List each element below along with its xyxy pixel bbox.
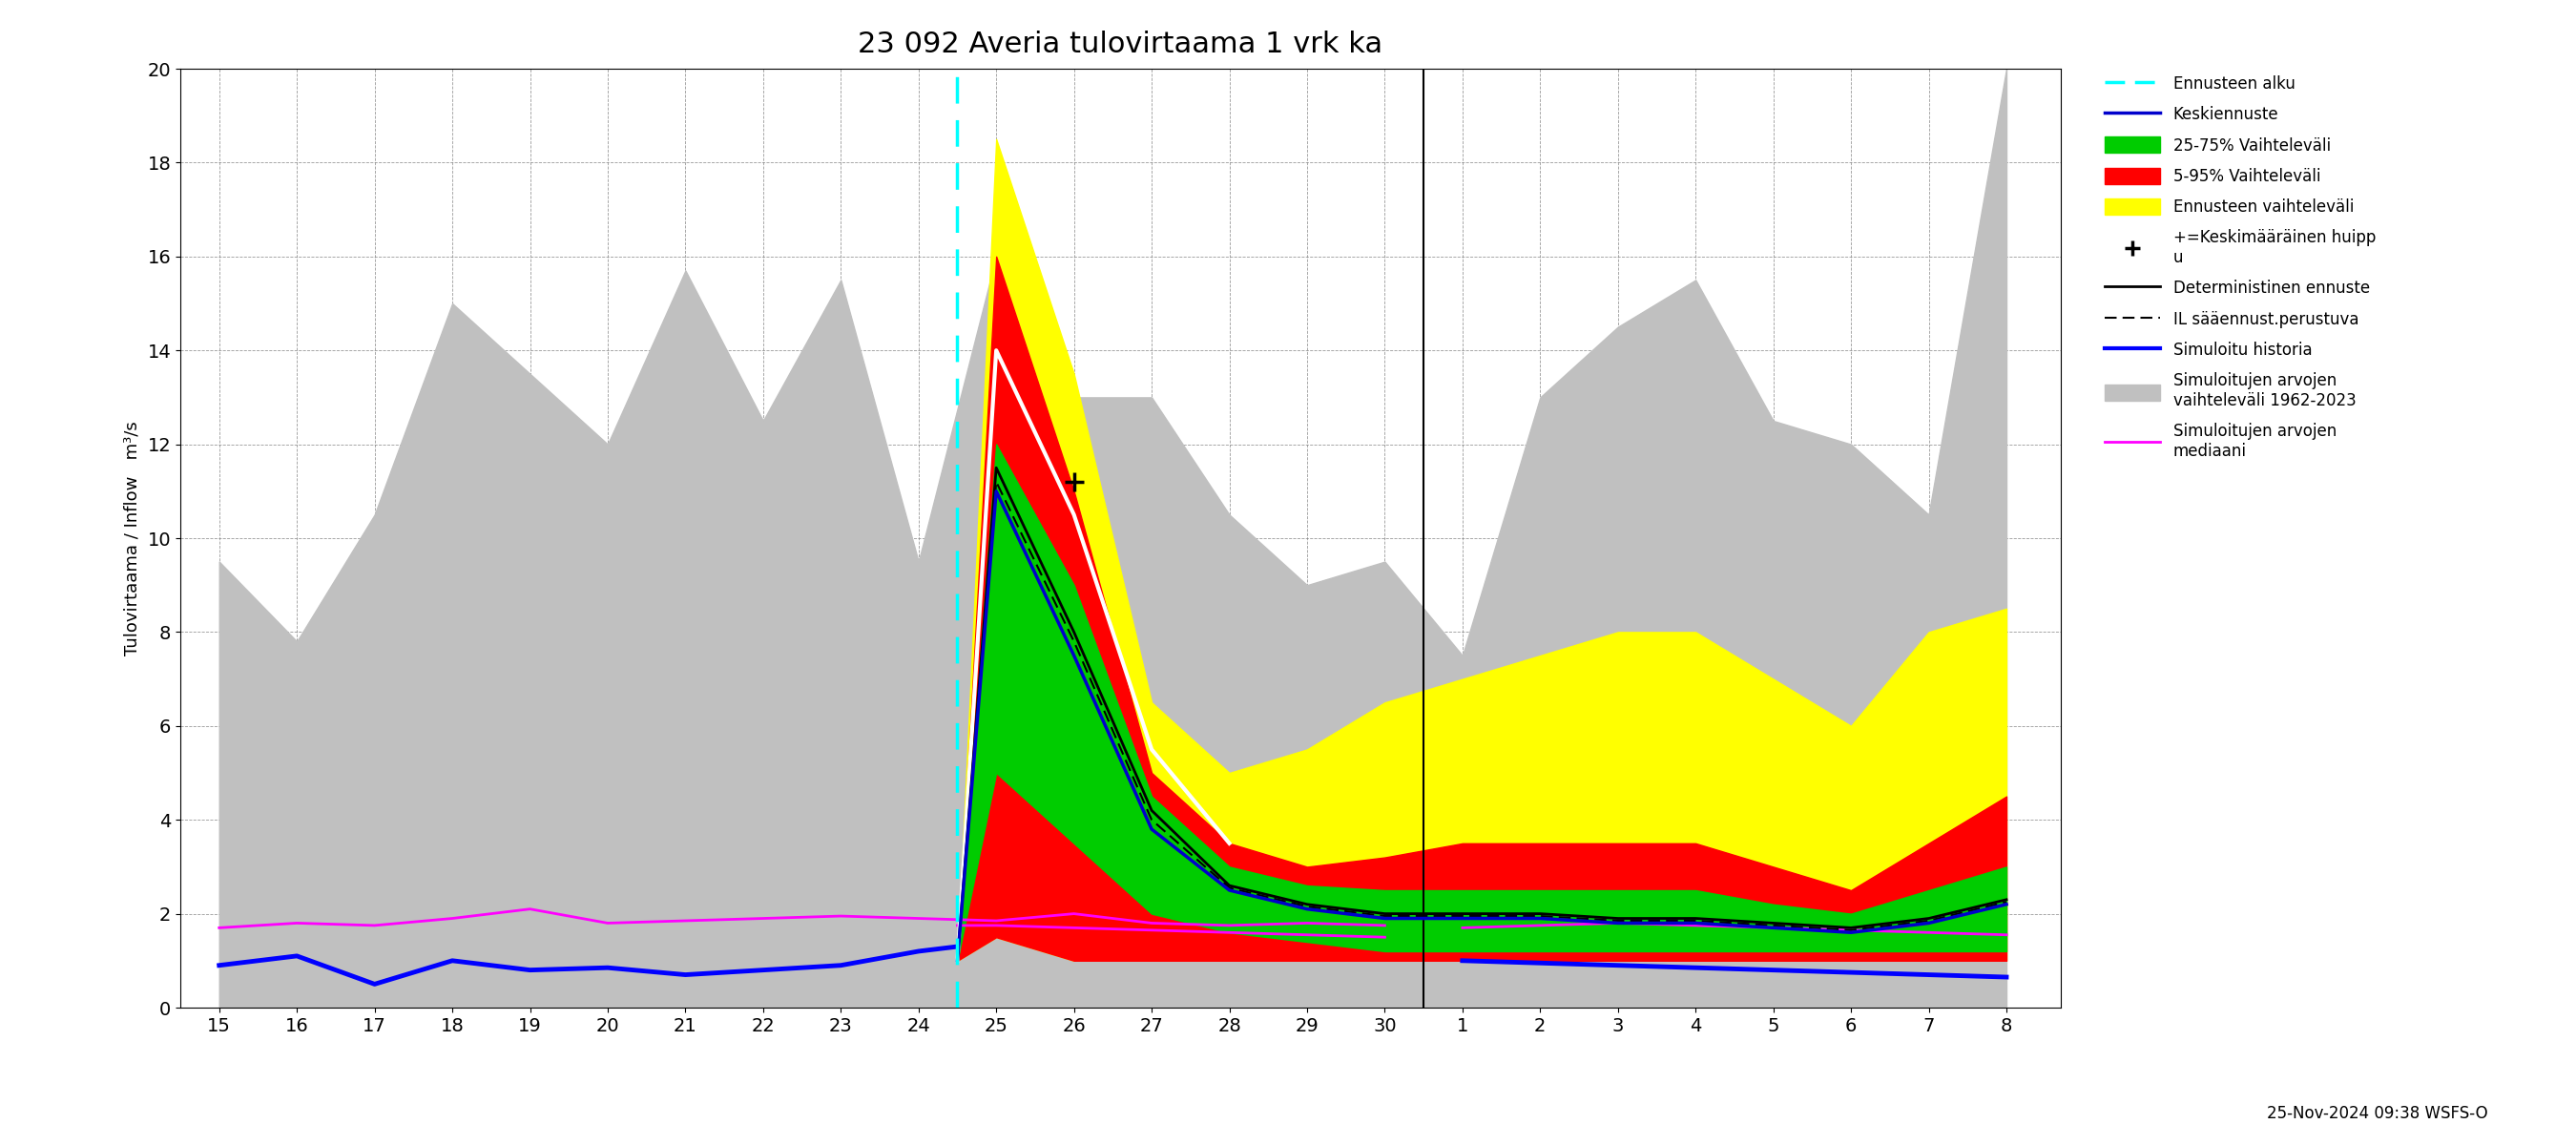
Title: 23 092 Averia tulovirtaama 1 vrk ka: 23 092 Averia tulovirtaama 1 vrk ka: [858, 31, 1383, 58]
Y-axis label: Tulovirtaama / Inflow   m³/s: Tulovirtaama / Inflow m³/s: [124, 421, 142, 655]
Text: 25-Nov-2024 09:38 WSFS-O: 25-Nov-2024 09:38 WSFS-O: [2267, 1105, 2488, 1122]
Legend: Ennusteen alku, Keskiennuste, 25-75% Vaihteleväli, 5-95% Vaihteleväli, Ennusteen: Ennusteen alku, Keskiennuste, 25-75% Vai…: [2099, 69, 2383, 466]
